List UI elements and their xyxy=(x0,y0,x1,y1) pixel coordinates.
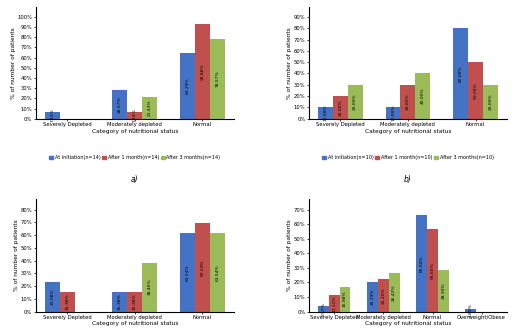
Text: 20.00%: 20.00% xyxy=(338,99,343,116)
Bar xyxy=(318,306,329,312)
Text: b): b) xyxy=(404,175,412,184)
Bar xyxy=(195,223,210,312)
Bar xyxy=(210,39,225,119)
Text: 30.00%: 30.00% xyxy=(488,93,493,110)
Bar xyxy=(180,233,195,312)
Text: 56.60%: 56.60% xyxy=(431,262,435,279)
Text: 15.38%: 15.38% xyxy=(133,293,137,310)
Bar xyxy=(468,62,483,119)
Bar xyxy=(142,263,157,312)
Text: 64.29%: 64.29% xyxy=(185,78,189,94)
Legend: At initiation(n=14), After 1 month(n=14), After 3 months(n=14): At initiation(n=14), After 1 month(n=14)… xyxy=(49,155,221,161)
Bar xyxy=(416,215,427,312)
Bar xyxy=(348,85,362,119)
Text: 40.00%: 40.00% xyxy=(421,88,425,105)
Bar xyxy=(113,292,127,312)
Text: 50.00%: 50.00% xyxy=(474,82,478,99)
Bar xyxy=(60,292,75,312)
Text: 1.89%: 1.89% xyxy=(469,303,473,317)
Text: 7.14%: 7.14% xyxy=(133,108,137,122)
X-axis label: Category of nutritional status: Category of nutritional status xyxy=(92,321,178,326)
Text: 20.19%: 20.19% xyxy=(371,289,374,305)
Y-axis label: % of number of patients: % of number of patients xyxy=(11,27,16,98)
Bar xyxy=(180,53,195,119)
Text: 22.22%: 22.22% xyxy=(381,287,386,304)
Y-axis label: % of number of patients: % of number of patients xyxy=(287,27,292,98)
Text: 23.08%: 23.08% xyxy=(50,289,54,305)
Bar xyxy=(210,233,225,312)
Text: 61.54%: 61.54% xyxy=(185,264,189,281)
Text: 28.30%: 28.30% xyxy=(441,283,445,299)
Bar xyxy=(427,229,438,312)
Text: 30.00%: 30.00% xyxy=(353,93,357,110)
Text: 38.46%: 38.46% xyxy=(147,279,152,295)
Bar xyxy=(195,24,210,119)
Text: 26.42%: 26.42% xyxy=(392,284,396,300)
Bar xyxy=(415,73,430,119)
Text: 7.14%: 7.14% xyxy=(50,108,54,122)
Text: 92.86%: 92.86% xyxy=(200,63,204,80)
Text: 61.54%: 61.54% xyxy=(216,264,219,281)
Text: 69.23%: 69.23% xyxy=(200,259,204,276)
Text: 10.00%: 10.00% xyxy=(324,105,327,121)
Y-axis label: % of number of patients: % of number of patients xyxy=(287,220,292,291)
Text: a): a) xyxy=(131,175,139,184)
Bar xyxy=(367,282,378,312)
Bar xyxy=(378,279,389,312)
Bar xyxy=(386,108,400,119)
Bar xyxy=(127,112,142,119)
Text: 11.11%: 11.11% xyxy=(332,295,336,312)
Bar xyxy=(438,270,449,312)
Bar xyxy=(45,282,60,312)
Text: 3.57%: 3.57% xyxy=(322,302,325,316)
Bar xyxy=(45,112,60,119)
Bar xyxy=(113,90,127,119)
Bar xyxy=(318,108,333,119)
Text: 78.57%: 78.57% xyxy=(216,70,219,87)
Y-axis label: % of number of patients: % of number of patients xyxy=(14,220,19,291)
Text: 28.57%: 28.57% xyxy=(118,96,122,113)
Bar xyxy=(127,292,142,312)
Text: 15.38%: 15.38% xyxy=(118,293,122,310)
Text: 80.00%: 80.00% xyxy=(459,65,463,82)
Bar xyxy=(483,85,498,119)
Bar xyxy=(142,97,157,119)
Text: 21.43%: 21.43% xyxy=(147,99,152,116)
Bar xyxy=(453,28,468,119)
Legend: At initiation(n=10), After 1 month(n=10), After 3 months(n=10): At initiation(n=10), After 1 month(n=10)… xyxy=(322,155,494,161)
Text: 16.98%: 16.98% xyxy=(343,291,347,308)
X-axis label: Category of nutritional status: Category of nutritional status xyxy=(365,321,451,326)
Bar xyxy=(329,295,339,312)
Bar xyxy=(339,287,350,312)
X-axis label: Category of nutritional status: Category of nutritional status xyxy=(365,129,451,134)
X-axis label: Category of nutritional status: Category of nutritional status xyxy=(92,129,178,134)
Text: 15.38%: 15.38% xyxy=(65,293,69,310)
Bar xyxy=(465,309,476,312)
Text: 30.00%: 30.00% xyxy=(406,93,410,110)
Text: 66.04%: 66.04% xyxy=(420,255,424,272)
Bar xyxy=(389,273,399,312)
Bar xyxy=(333,96,348,119)
Text: 10.00%: 10.00% xyxy=(391,105,395,121)
Bar xyxy=(400,85,415,119)
